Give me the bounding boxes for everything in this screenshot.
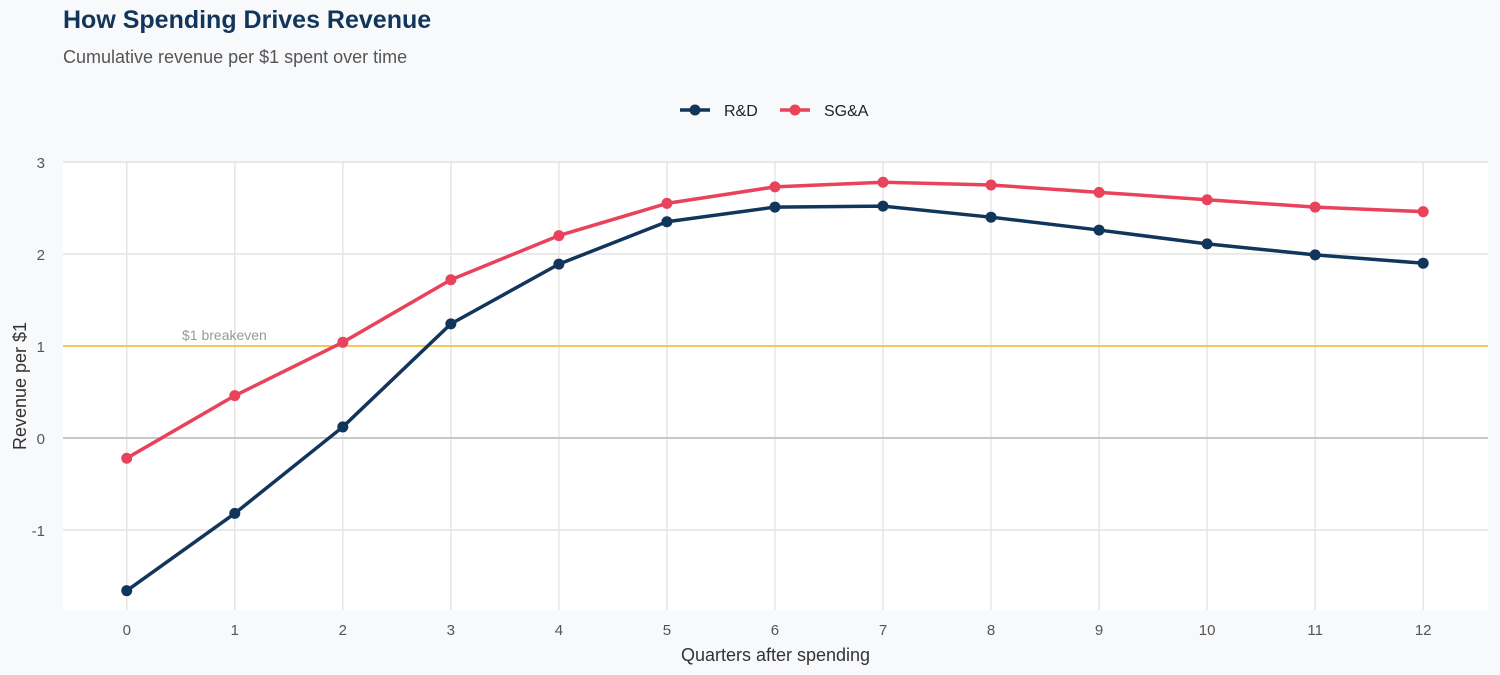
data-point bbox=[1309, 249, 1321, 261]
x-tick-label: 8 bbox=[987, 622, 995, 639]
x-tick-label: 3 bbox=[447, 622, 455, 639]
data-point bbox=[769, 181, 781, 193]
legend-label: SG&A bbox=[824, 103, 869, 120]
y-tick-label: 3 bbox=[37, 155, 45, 172]
data-point bbox=[553, 230, 565, 242]
data-point bbox=[661, 197, 673, 209]
y-tick-label: 1 bbox=[37, 339, 45, 356]
data-point bbox=[877, 200, 889, 212]
data-point bbox=[1201, 194, 1213, 206]
chart-subtitle: Cumulative revenue per $1 spent over tim… bbox=[63, 47, 408, 67]
x-tick-label: 6 bbox=[771, 622, 779, 639]
data-point bbox=[661, 216, 673, 228]
data-point bbox=[985, 179, 997, 191]
data-point bbox=[769, 201, 781, 213]
data-point bbox=[337, 421, 349, 433]
data-point bbox=[1417, 206, 1429, 218]
legend-label: R&D bbox=[724, 103, 758, 120]
legend-swatch-point bbox=[689, 104, 701, 116]
data-point bbox=[1093, 224, 1105, 236]
data-point bbox=[229, 390, 241, 402]
data-point bbox=[445, 318, 457, 330]
data-point bbox=[985, 211, 997, 223]
y-axis-title: Revenue per $1 bbox=[10, 322, 30, 450]
data-point bbox=[1093, 186, 1105, 198]
data-point bbox=[121, 452, 133, 464]
y-tick-label: -1 bbox=[32, 523, 45, 540]
x-tick-label: 0 bbox=[123, 622, 131, 639]
data-point bbox=[877, 176, 889, 188]
x-tick-label: 9 bbox=[1095, 622, 1103, 639]
x-tick-label: 10 bbox=[1199, 622, 1216, 639]
chart-title: How Spending Drives Revenue bbox=[63, 6, 432, 34]
x-tick-label: 4 bbox=[555, 622, 563, 639]
legend-swatch-point bbox=[789, 104, 801, 116]
data-point bbox=[121, 585, 133, 597]
breakeven-label: $1 breakeven bbox=[182, 327, 267, 343]
data-point bbox=[445, 274, 457, 286]
data-point bbox=[1417, 257, 1429, 269]
x-tick-label: 11 bbox=[1307, 622, 1323, 639]
data-point bbox=[1201, 238, 1213, 250]
y-tick-label: 0 bbox=[37, 431, 45, 448]
data-point bbox=[337, 336, 349, 348]
data-point bbox=[1309, 201, 1321, 213]
x-tick-label: 7 bbox=[879, 622, 887, 639]
data-point bbox=[553, 258, 565, 270]
y-tick-label: 2 bbox=[37, 247, 45, 264]
x-tick-label: 12 bbox=[1415, 622, 1432, 639]
x-axis-title: Quarters after spending bbox=[681, 645, 870, 665]
x-tick-label: 5 bbox=[663, 622, 671, 639]
x-tick-label: 1 bbox=[231, 622, 239, 639]
data-point bbox=[229, 507, 241, 519]
x-tick-label: 2 bbox=[339, 622, 347, 639]
